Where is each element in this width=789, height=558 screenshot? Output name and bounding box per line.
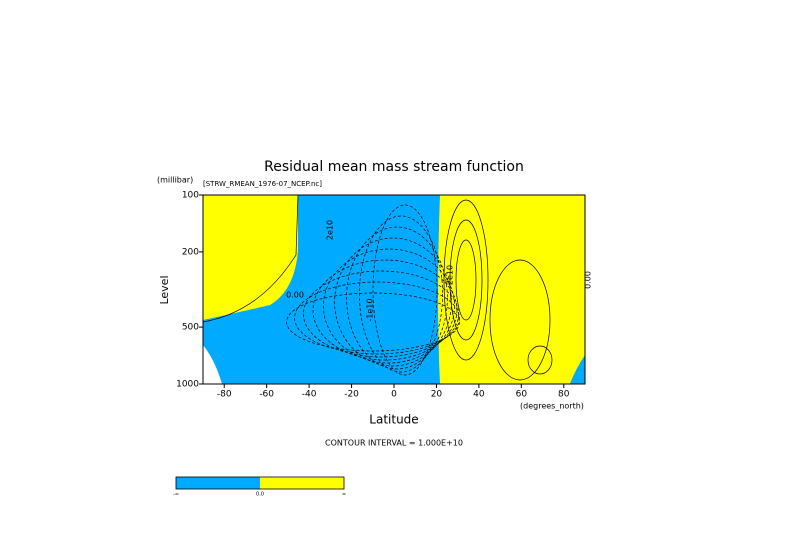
contour-line bbox=[294, 281, 460, 355]
y-tick-label: 500 bbox=[182, 323, 199, 333]
positive-region bbox=[203, 345, 222, 384]
x-tick-label: 80 bbox=[558, 390, 570, 400]
colorbar-label: ∞ bbox=[342, 492, 346, 498]
contour-line bbox=[443, 199, 489, 361]
x-axis-label: Latitude bbox=[369, 413, 418, 427]
x-tick-label: 0 bbox=[391, 390, 397, 400]
y-axis-label: Level bbox=[158, 275, 171, 304]
positive-region bbox=[203, 195, 298, 320]
y-tick-label: 200 bbox=[182, 247, 199, 257]
y-unit: (millibar) bbox=[157, 176, 193, 185]
contour-note: CONTOUR INTERVAL = 1.000E+10 bbox=[325, 439, 463, 448]
contour-label: 2e10 bbox=[446, 265, 455, 285]
contour-line bbox=[449, 219, 483, 341]
contour-label: 0.00 bbox=[584, 271, 593, 289]
y-tick-label: 1000 bbox=[176, 380, 199, 390]
contour-label: 0.00 bbox=[286, 291, 304, 300]
positive-region bbox=[438, 195, 585, 384]
chart-title: Residual mean mass stream function bbox=[264, 159, 524, 175]
x-tick-label: 40 bbox=[473, 390, 485, 400]
x-tick-label: 60 bbox=[516, 390, 528, 400]
subtitle: [STRW_RMEAN_1976-07_NCEP.nc] bbox=[203, 180, 322, 188]
x-tick-label: -20 bbox=[344, 390, 359, 400]
contour-line bbox=[202, 194, 299, 323]
colorbar-swatch bbox=[260, 477, 344, 489]
contour-line bbox=[346, 226, 448, 370]
contour-label: -1e10 bbox=[366, 298, 375, 321]
colorbar-frame bbox=[175, 476, 345, 490]
x-tick-label: 20 bbox=[431, 390, 443, 400]
x-tick-label: -40 bbox=[302, 390, 317, 400]
contour-label: 2e10 bbox=[326, 220, 335, 240]
x-unit: (degrees_north) bbox=[520, 402, 584, 411]
contour-line bbox=[455, 239, 477, 321]
contour-line bbox=[372, 204, 438, 376]
colorbar-label: 0.0 bbox=[256, 492, 264, 498]
colorbar-swatch bbox=[176, 477, 260, 489]
contour-line bbox=[489, 259, 551, 381]
contour-line bbox=[359, 215, 443, 373]
y-tick-label: 100 bbox=[182, 191, 199, 201]
x-tick-label: -80 bbox=[217, 390, 232, 400]
contour-line bbox=[286, 292, 460, 352]
colorbar-label: -∞ bbox=[173, 492, 179, 498]
x-tick-label: -60 bbox=[259, 390, 274, 400]
contour-line bbox=[527, 345, 553, 375]
